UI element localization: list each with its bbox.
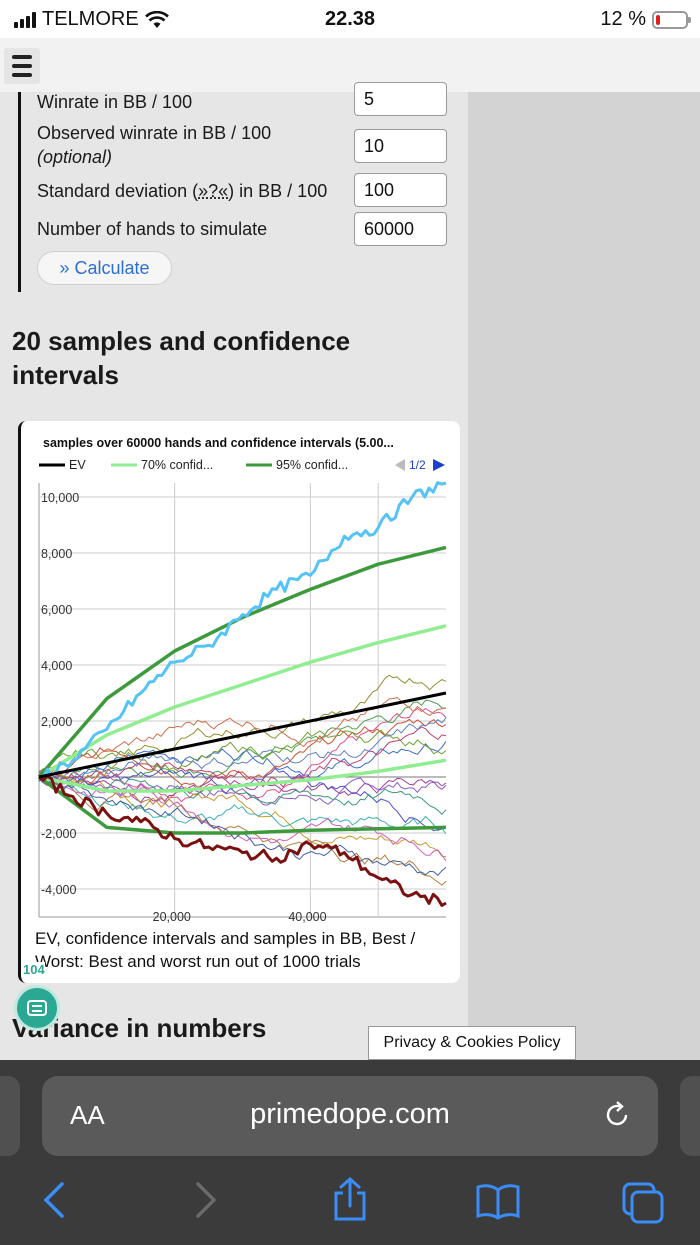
battery-status: 12 % <box>600 8 691 31</box>
privacy-cookies-button[interactable]: Privacy & Cookies Policy <box>368 1026 576 1060</box>
observed-winrate-label: Observed winrate in BB / 100 (optional) <box>37 121 271 169</box>
y-tick-label: -4,000 <box>41 883 76 897</box>
worst-run-line <box>38 774 447 907</box>
y-tick-label: 2,000 <box>41 715 72 729</box>
legend-label: EV <box>69 458 86 472</box>
sample-run-line <box>38 774 447 834</box>
carrier-info: TELMORE <box>14 8 169 31</box>
sample-run-line <box>38 674 447 784</box>
battery-percent: 12 % <box>600 8 646 30</box>
ci95-upper-line <box>37 545 447 779</box>
next-tab-edge[interactable] <box>680 1076 700 1156</box>
prev-tab-edge[interactable] <box>0 1076 20 1156</box>
chart-card: samples over 60000 hands and confidence … <box>18 421 460 983</box>
hands-input[interactable] <box>354 212 447 246</box>
chart-series <box>37 481 447 907</box>
y-tick-label: -2,000 <box>41 827 76 841</box>
tabs-icon[interactable] <box>620 1180 666 1226</box>
trial-count-badge: 104 <box>23 962 45 977</box>
sample-run-line <box>38 707 447 803</box>
sample-run-line <box>38 699 447 783</box>
x-tick-label: 40,000 <box>288 910 326 924</box>
ci70-upper-line <box>38 624 447 779</box>
battery-level <box>656 14 660 25</box>
sample-run-line <box>38 775 447 806</box>
ev-line <box>38 691 447 779</box>
hands-label: Number of hands to simulate <box>37 219 268 239</box>
variance-form: Winrate in BB / 100 Observed winrate in … <box>18 82 448 292</box>
y-tick-label: 10,000 <box>41 491 79 505</box>
sample-run-line <box>38 741 447 787</box>
y-tick-label: 4,000 <box>41 659 72 673</box>
legend-page: 1/2 <box>409 458 426 472</box>
legend-prev-icon <box>395 459 405 471</box>
browser-toolbar: AA primedope.com <box>0 1060 700 1245</box>
back-icon[interactable] <box>40 1180 70 1220</box>
y-tick-label: 6,000 <box>41 603 72 617</box>
signal-icon <box>14 11 36 28</box>
chat-button[interactable] <box>14 985 60 1031</box>
battery-icon <box>652 10 691 29</box>
chart-title: samples over 60000 hands and confidence … <box>43 436 394 450</box>
wifi-icon <box>144 10 169 28</box>
clock: 22.38 <box>324 8 376 30</box>
web-page: Winrate in BB / 100 Observed winrate in … <box>0 38 700 1060</box>
menu-icon[interactable] <box>4 48 40 84</box>
stddev-hint-link[interactable]: »?« <box>198 181 229 201</box>
legend-next-icon <box>433 459 445 471</box>
chart-ticks: 10,000 8,000 6,000 4,000 2,000 -2,000 -4,000 20… <box>41 491 327 924</box>
observed-winrate-input[interactable] <box>354 129 447 163</box>
share-icon[interactable] <box>330 1176 370 1222</box>
best-run-line <box>38 481 447 779</box>
forward-icon[interactable] <box>190 1180 220 1220</box>
x-tick-label: 20,000 <box>153 910 191 924</box>
ci95-lower-line <box>37 775 447 835</box>
variance-chart: samples over 60000 hands and confidence … <box>37 436 447 924</box>
bookmarks-icon[interactable] <box>474 1182 522 1220</box>
sample-run-line <box>38 718 447 788</box>
sample-run-line <box>38 729 447 774</box>
address-bar[interactable]: AA primedope.com <box>42 1076 658 1156</box>
winrate-label: Winrate in BB / 100 <box>37 92 193 112</box>
status-bar: TELMORE 22.38 12 % <box>0 0 700 38</box>
legend-label: 95% confid... <box>276 458 348 472</box>
observed-winrate-text: Observed winrate in BB / 100 <box>37 123 272 143</box>
chart-legend: EV 70% confid... 95% confid... 1/2 <box>39 458 445 472</box>
sample-run-line <box>38 774 447 816</box>
stddev-label: Standard deviation (»?«) in BB / 100 <box>37 181 328 201</box>
site-header <box>0 38 700 92</box>
y-tick-label: 8,000 <box>41 547 72 561</box>
stddev-input[interactable] <box>354 173 447 207</box>
chart-caption: EV, confidence intervals and samples in … <box>35 929 416 971</box>
section-title: 20 samples and confidence intervals <box>12 326 351 390</box>
carrier-name: TELMORE <box>42 8 139 30</box>
optional-note: (optional) <box>37 147 113 167</box>
legend-label: 70% confid... <box>141 458 213 472</box>
ci70-lower-line <box>38 758 447 793</box>
sample-run-line <box>38 726 447 788</box>
winrate-input[interactable] <box>354 82 447 116</box>
reader-settings-button[interactable]: AA <box>70 1100 105 1130</box>
calculate-button[interactable]: » Calculate <box>37 251 172 285</box>
chart-grid <box>38 483 446 918</box>
sample-run-line <box>38 776 447 886</box>
address-domain[interactable]: primedope.com <box>250 1098 450 1130</box>
reload-icon[interactable] <box>602 1100 632 1130</box>
sample-run-line <box>38 717 447 778</box>
chat-icon <box>27 1000 47 1016</box>
